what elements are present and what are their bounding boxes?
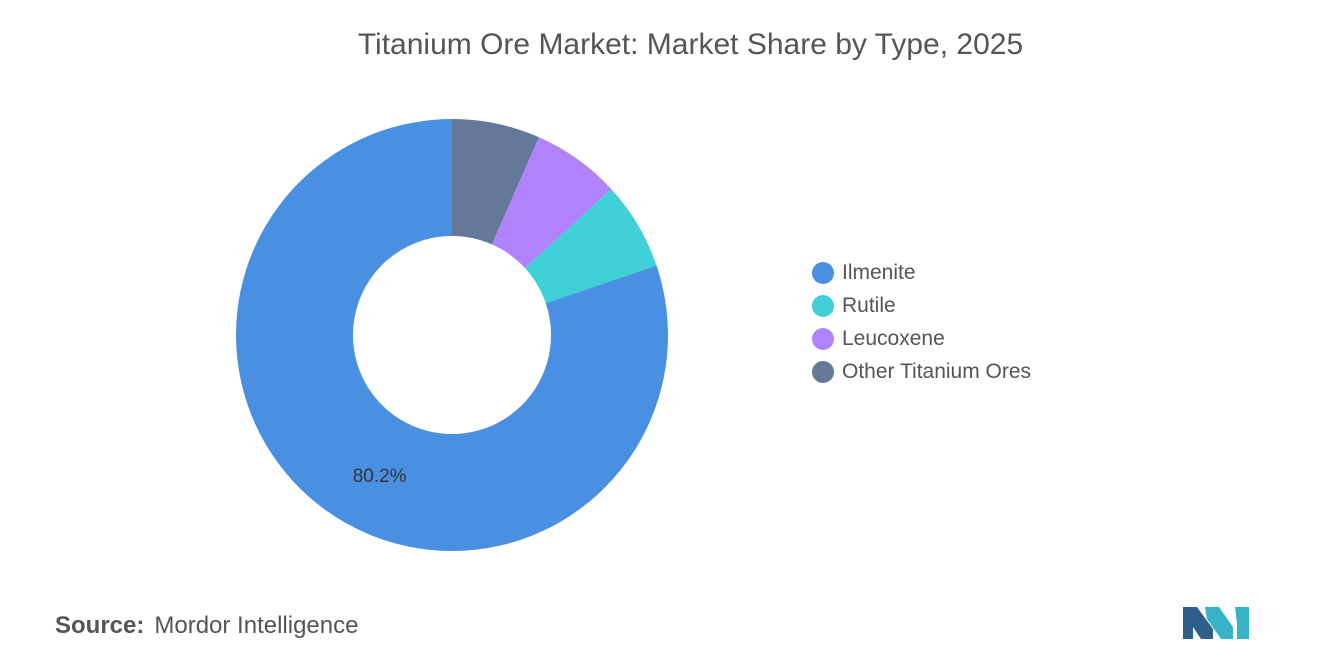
legend-item-rutile[interactable]: Rutile <box>812 289 1031 322</box>
legend-swatch-rutile <box>812 294 834 317</box>
source-text: Mordor Intelligence <box>154 612 359 639</box>
slice-rutile[interactable] <box>525 189 657 304</box>
logo-shape-right <box>1235 607 1249 639</box>
mordor-intelligence-logo-icon <box>1183 607 1249 639</box>
data-label-ilmenite: 80.2% <box>353 466 407 487</box>
legend-label-leucoxene: Leucoxene <box>842 326 945 350</box>
legend-label-other-titanium-ores: Other Titanium Ores <box>842 359 1032 383</box>
slice-leucoxene[interactable] <box>491 137 612 269</box>
slice-ilmenite[interactable] <box>236 119 669 551</box>
legend-swatch-other-titanium-ores <box>812 360 834 383</box>
legend-swatch-leucoxene <box>812 327 834 350</box>
source-note: Source: Mordor Intelligence <box>55 612 358 640</box>
logo-shape-middle <box>1205 607 1233 639</box>
chart-legend: Ilmenite Rutile Leucoxene Other Titanium… <box>812 256 1031 388</box>
legend-item-ilmenite[interactable]: Ilmenite <box>812 256 1031 289</box>
source-label: Source: <box>55 612 145 639</box>
slice-other-titanium-ores[interactable] <box>452 119 540 245</box>
legend-label-rutile: Rutile <box>842 293 896 317</box>
legend-label-ilmenite: Ilmenite <box>842 260 916 284</box>
donut-slices <box>236 119 669 551</box>
legend-item-leucoxene[interactable]: Leucoxene <box>812 322 1031 355</box>
legend-item-other-titanium-ores[interactable]: Other Titanium Ores <box>812 355 1031 388</box>
logo-shape-left <box>1183 607 1213 639</box>
chart-title: Titanium Ore Market: Market Share by Typ… <box>357 28 1024 61</box>
donut-data-labels: 80.2% <box>353 466 407 487</box>
legend-swatch-ilmenite <box>812 261 834 284</box>
